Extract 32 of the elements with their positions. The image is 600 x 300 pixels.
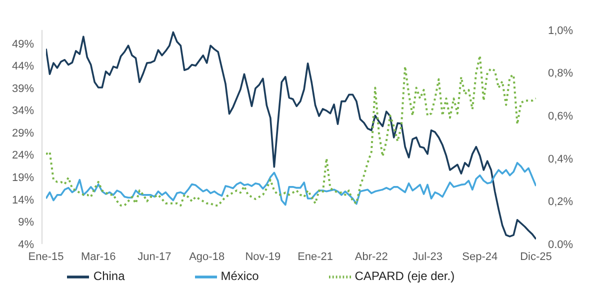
y-tick-label: 49% [12, 38, 34, 50]
y2-tick-label: 0,2% [548, 196, 574, 208]
line-series [46, 162, 536, 206]
y2-tick-label: 0.0% [548, 238, 574, 251]
y-tick-label: 4% [18, 238, 34, 251]
y-tick-label: 19% [12, 172, 34, 184]
y2-tick-label: 1,0% [548, 24, 574, 37]
y-tick-label: 9% [18, 216, 34, 229]
y2-tick-label: 0,8% [548, 68, 574, 80]
legend-label: China [93, 269, 125, 284]
x-tick-label: Nov-19 [245, 250, 281, 263]
x-tick-label: Ene-21 [298, 250, 334, 263]
line-series [46, 31, 536, 240]
x-tick-label: Abr-22 [354, 250, 388, 263]
y-tick-label: 29% [12, 127, 34, 140]
legend-label: CAPARD (eje der.) [354, 269, 455, 284]
x-tick-label: Ago-18 [189, 250, 225, 263]
x-tick-label: Jul-23 [412, 250, 443, 263]
y2-tick-label: 0,4% [548, 153, 574, 166]
y-tick-label: 34% [12, 105, 34, 118]
legend-label: México [220, 269, 259, 284]
x-tick-label: Mar-16 [80, 250, 116, 263]
y-tick-label: 14% [12, 194, 34, 206]
x-tick-label: Ene-15 [28, 250, 64, 263]
line-series [46, 54, 536, 206]
y2-tick-label: 0,6% [548, 110, 574, 123]
x-tick-label: Jun-17 [138, 250, 172, 263]
y-tick-label: 24% [12, 150, 34, 162]
y-tick-label: 44% [12, 60, 34, 73]
y-tick-label: 39% [12, 82, 34, 95]
x-tick-label: Dic-25 [520, 250, 552, 263]
x-tick-label: Sep-24 [462, 250, 498, 263]
